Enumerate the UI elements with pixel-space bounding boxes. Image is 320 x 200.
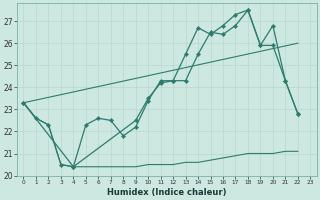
X-axis label: Humidex (Indice chaleur): Humidex (Indice chaleur) [107, 188, 227, 197]
